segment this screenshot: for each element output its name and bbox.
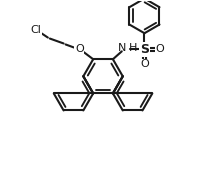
Text: O: O [156, 44, 165, 54]
Text: S: S [140, 43, 149, 56]
Text: N: N [118, 43, 127, 53]
Text: O: O [140, 59, 149, 69]
Text: Cl: Cl [31, 25, 42, 35]
Text: O: O [75, 44, 84, 54]
Text: H: H [129, 43, 137, 53]
